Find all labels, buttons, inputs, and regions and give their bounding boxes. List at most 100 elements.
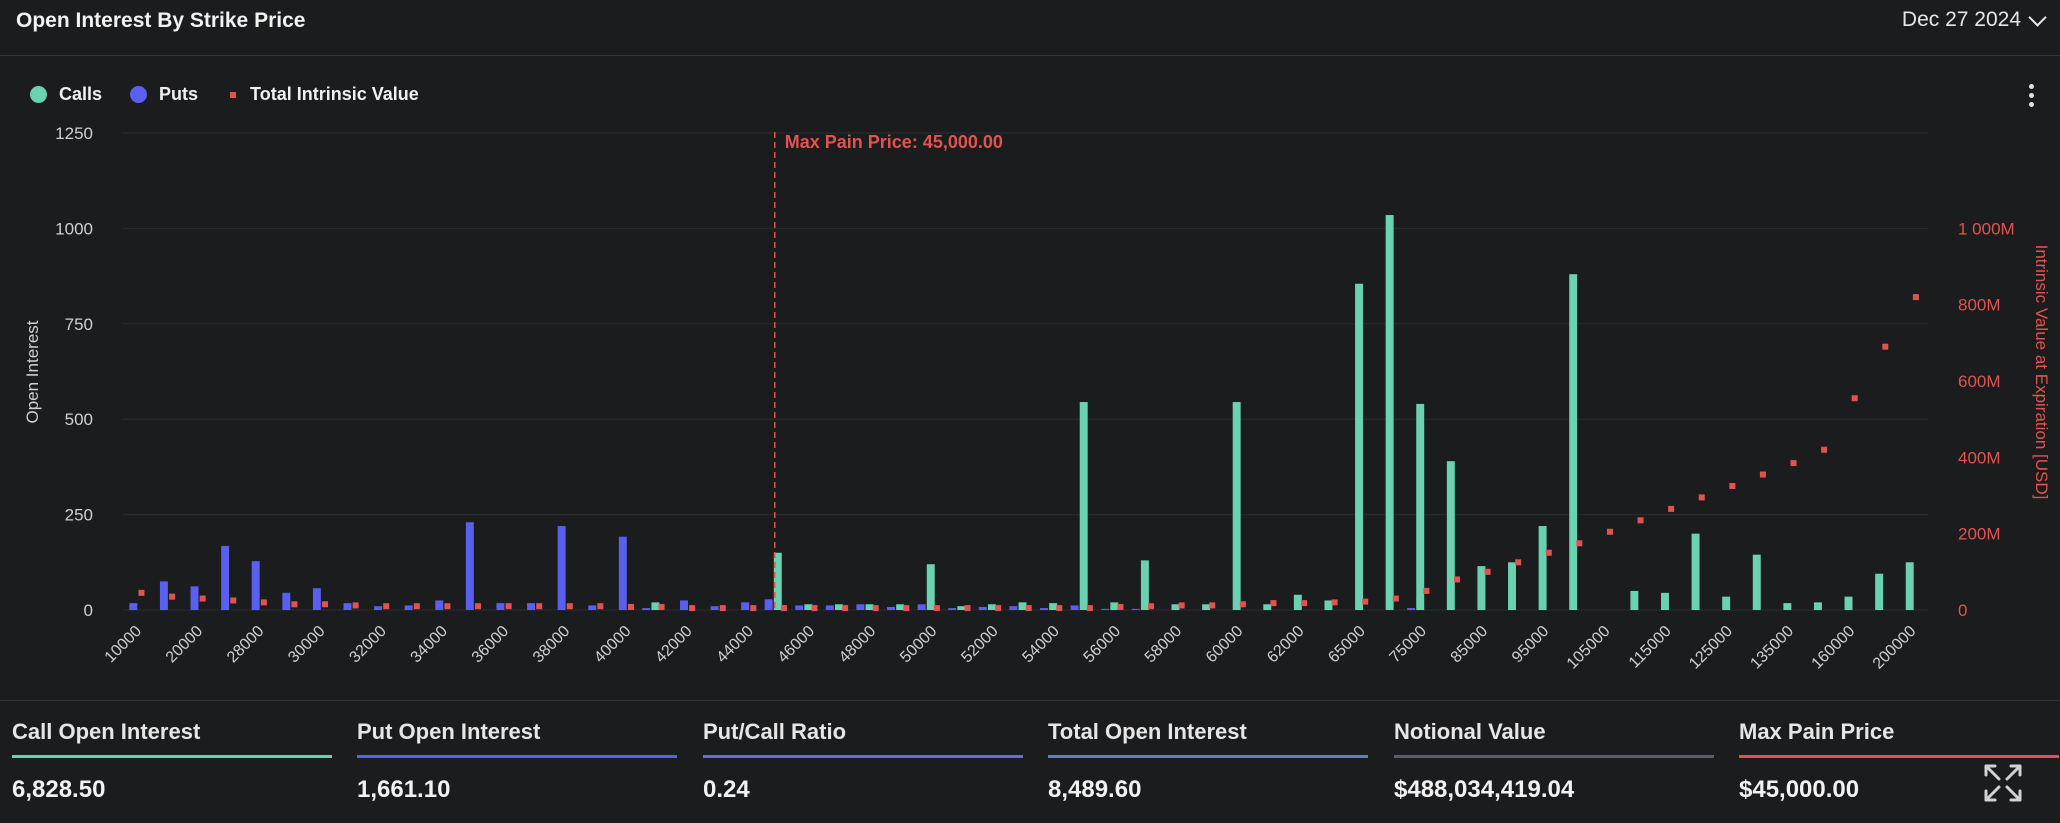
x-tick-label: 135000 <box>1747 623 1797 673</box>
put-bar <box>374 606 383 610</box>
expiry-date-value: Dec 27 2024 <box>1901 8 2021 31</box>
put-bar <box>917 604 926 610</box>
put-bar <box>343 603 352 610</box>
x-tick-label: 75000 <box>1387 623 1431 667</box>
x-tick-label: 105000 <box>1564 623 1614 673</box>
call-bar <box>1355 283 1364 610</box>
call-bar <box>1171 604 1180 610</box>
put-bar <box>312 588 321 610</box>
call-bar <box>1477 566 1486 610</box>
intrinsic-point <box>1545 549 1552 556</box>
intrinsic-point <box>1025 605 1032 612</box>
x-tick-label: 30000 <box>285 623 329 667</box>
legend-item-intrinsic[interactable]: Total Intrinsic Value <box>226 84 419 105</box>
stat-label: Notional Value <box>1394 719 1546 744</box>
call-bar <box>926 564 935 610</box>
put-bar <box>527 603 536 610</box>
intrinsic-point <box>199 595 206 602</box>
intrinsic-point <box>1056 605 1063 612</box>
intrinsic-point <box>1362 598 1369 605</box>
call-bar <box>987 604 996 610</box>
x-tick-label: 115000 <box>1626 623 1675 672</box>
intrinsic-point <box>475 603 482 610</box>
x-tick-label: 60000 <box>1203 623 1247 667</box>
stat-notional-value: Notional Value $488,034,419.04 <box>1394 719 1714 804</box>
intrinsic-point <box>811 605 818 612</box>
put-bar <box>1101 608 1110 610</box>
intrinsic-point <box>780 605 787 612</box>
put-bar <box>948 608 957 610</box>
put-bar <box>764 599 773 610</box>
call-bar <box>957 606 966 610</box>
call-bar <box>1446 461 1455 610</box>
intrinsic-point <box>1606 528 1613 535</box>
put-bar <box>642 608 651 610</box>
intrinsic-point <box>719 605 726 612</box>
intrinsic-point <box>1576 540 1583 547</box>
x-tick-label: 54000 <box>1019 623 1063 667</box>
put-bar <box>465 522 474 610</box>
x-tick-label: 58000 <box>1142 623 1186 667</box>
x-tick-label: 62000 <box>1264 623 1308 667</box>
legend-item-calls[interactable]: Calls <box>30 84 102 105</box>
call-bar <box>1661 592 1669 610</box>
call-bar <box>865 604 874 610</box>
kebab-menu-icon[interactable] <box>2026 84 2036 112</box>
x-tick-label: 125000 <box>1686 623 1736 673</box>
intrinsic-point <box>352 602 359 609</box>
chevron-down-icon <box>2028 7 2047 27</box>
legend-item-puts[interactable]: Puts <box>130 84 198 105</box>
stat-label: Put Open Interest <box>357 719 541 744</box>
x-tick-label: 46000 <box>775 623 819 667</box>
intrinsic-point <box>444 603 451 610</box>
put-bar <box>1070 605 1079 610</box>
put-bar <box>978 606 987 610</box>
x-tick-label: 65000 <box>1325 623 1369 667</box>
x-tick-label: 95000 <box>1509 623 1553 667</box>
y2-tick-label: 400M <box>1958 448 2001 467</box>
call-bar <box>804 604 813 610</box>
intrinsic-point <box>383 603 390 610</box>
call-bar <box>1875 573 1884 610</box>
intrinsic-point <box>1729 482 1736 489</box>
call-bar <box>1110 602 1119 610</box>
intrinsic-point <box>230 597 237 604</box>
expiry-date-dropdown[interactable]: Dec 27 2024 <box>1901 7 2047 32</box>
intrinsic-point <box>1851 395 1858 402</box>
put-bar <box>741 602 750 610</box>
y2-tick-label: 600M <box>1958 372 2001 391</box>
call-bar <box>1813 602 1822 610</box>
stat-label: Call Open Interest <box>12 719 201 744</box>
stat-total-open-interest: Total Open Interest 8,489.60 <box>1048 719 1368 804</box>
stat-underline <box>12 755 332 758</box>
intrinsic-point <box>1239 601 1246 608</box>
call-bar <box>1538 526 1547 610</box>
x-tick-label: 36000 <box>469 623 513 667</box>
put-bar <box>680 600 688 610</box>
put-bar <box>557 526 566 610</box>
intrinsic-point <box>505 603 512 610</box>
put-bar <box>1131 608 1140 610</box>
stat-underline <box>703 755 1023 758</box>
intrinsic-point <box>1668 505 1675 512</box>
call-bar <box>1324 600 1333 610</box>
call-bar <box>1293 594 1302 610</box>
stat-underline <box>1394 755 1714 758</box>
call-bar <box>1079 402 1088 610</box>
intrinsic-point <box>1331 599 1338 606</box>
stat-value: 0.24 <box>703 776 750 803</box>
x-tick-label: 56000 <box>1081 623 1125 667</box>
put-bar <box>159 581 168 610</box>
expand-arrows-icon[interactable] <box>1982 762 2024 804</box>
stat-label: Max Pain Price <box>1739 719 1895 744</box>
y-tick-label: 1000 <box>55 219 93 238</box>
call-bar <box>1691 533 1700 610</box>
intrinsic-point <box>1301 600 1308 607</box>
y2-axis-title: Intrinsic Value at Expiration [USD] <box>2032 245 2051 500</box>
stat-underline <box>357 755 677 758</box>
chart-title: Open Interest By Strike Price <box>16 9 306 32</box>
chart-legend: Calls Puts Total Intrinsic Value <box>30 84 447 105</box>
x-tick-label: 34000 <box>408 623 452 667</box>
put-bar <box>282 592 291 610</box>
call-bar <box>1783 603 1792 610</box>
